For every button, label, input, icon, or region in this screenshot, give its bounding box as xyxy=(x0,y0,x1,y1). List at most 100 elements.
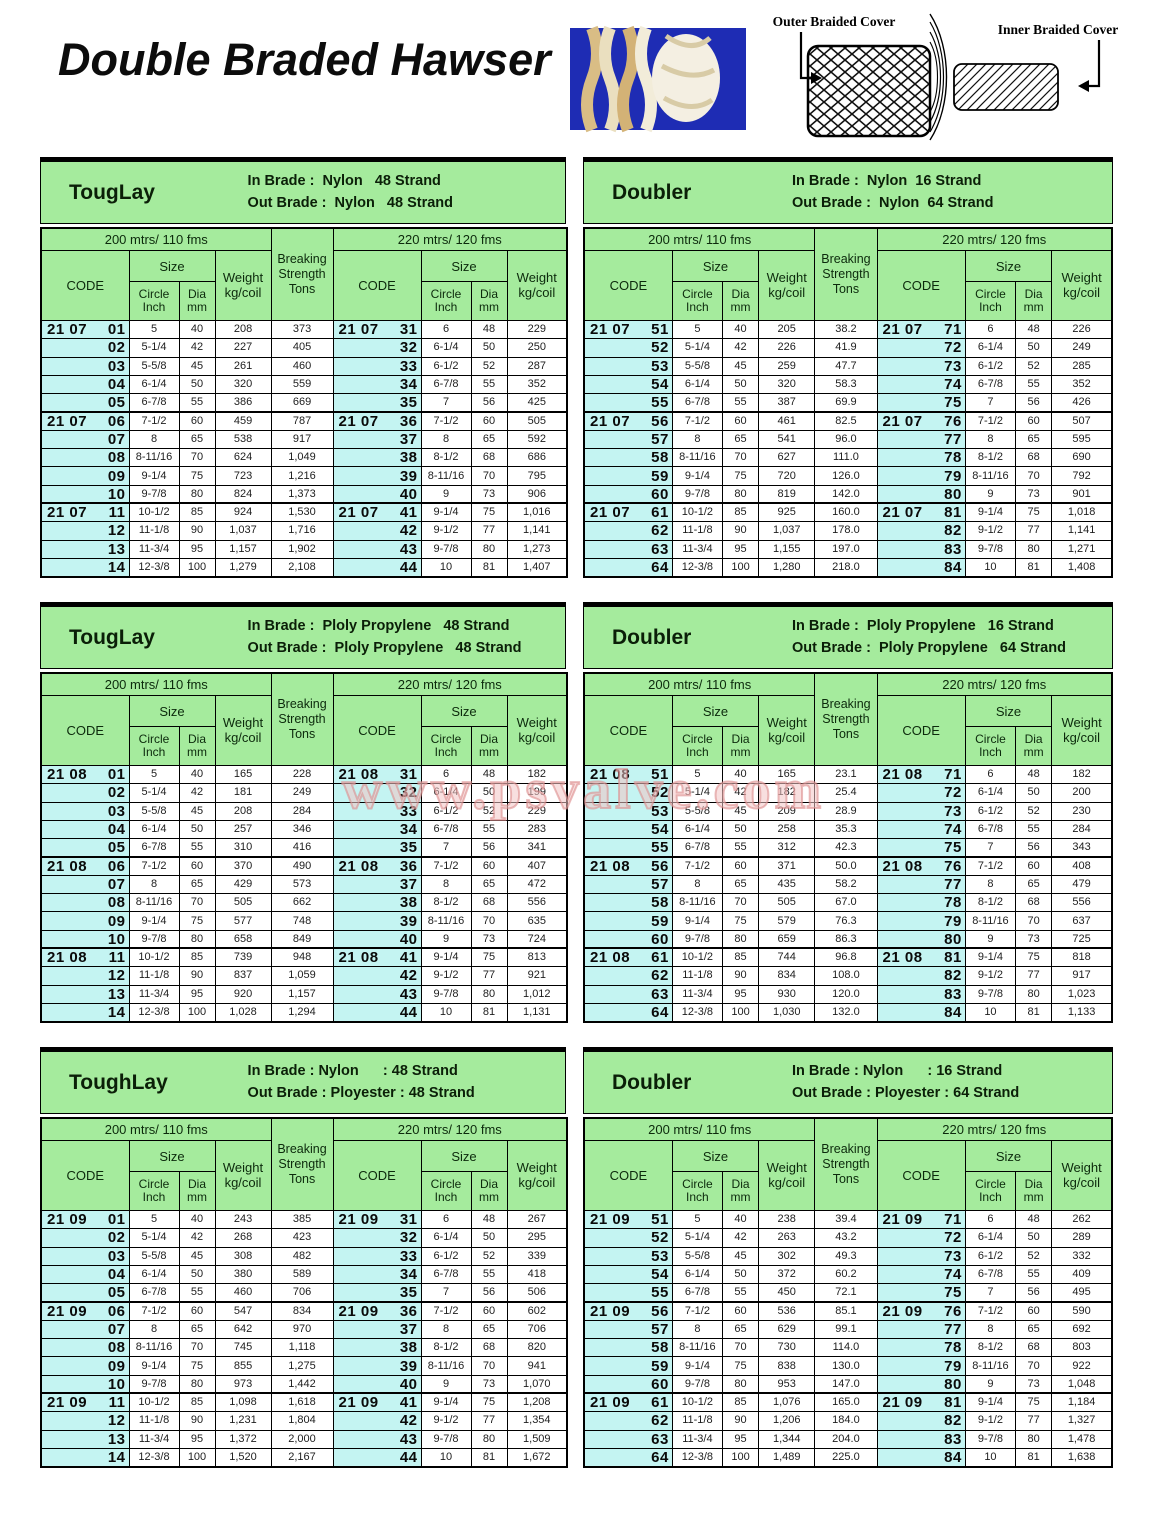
code-cell: 72 xyxy=(876,1228,966,1248)
dia-mm-cell: 73 xyxy=(1015,484,1053,504)
table-row: 58 8-11/16 70 730 114.0 78 8-1/2 68 803 xyxy=(583,1338,1113,1358)
circle-inch-cell: 8-11/16 xyxy=(128,893,180,913)
dia-mm-cell: 60 xyxy=(178,855,216,876)
circle-inch-cell: 6-1/4 xyxy=(420,1228,472,1248)
weight-cell: 820 xyxy=(506,1338,568,1358)
weight-cell: 901 xyxy=(1051,484,1113,504)
circle-inch-cell: 6-1/4 xyxy=(671,1264,723,1285)
code-suffix: 55 xyxy=(651,1284,669,1302)
dia-mm-cell: 40 xyxy=(178,764,216,785)
size-header: Size xyxy=(671,1140,760,1172)
weight-cell: 1,184 xyxy=(1051,1392,1113,1413)
dia-mm-cell: 95 xyxy=(178,984,216,1004)
breaking-strength-cell: 849 xyxy=(270,929,334,949)
table-row: 07 8 65 642 970 37 8 65 706 xyxy=(40,1319,568,1340)
weight-cell: 1,408 xyxy=(1051,557,1113,578)
circle-inch-cell: 9-7/8 xyxy=(420,1429,472,1449)
circle-inch-cell: 6 xyxy=(964,319,1017,340)
code-cell: 75 xyxy=(876,838,966,858)
code-cell: 04 xyxy=(40,1264,130,1285)
code-suffix: 12 xyxy=(107,1412,126,1430)
breaking-strength-header: Breaking Strength Tons xyxy=(270,1117,334,1211)
table-row: 62 11-1/8 90 1,037 178.0 82 9-1/2 77 1,141 xyxy=(583,521,1113,541)
code-cell: 10 xyxy=(40,1374,130,1394)
table-body: 21 08 51 5 40 165 23.1 21 08 71 6 48 182 52 5-1/4 42 1… xyxy=(583,764,1113,1023)
out-brade-line: Out Brade : Ploly Propylene 64 Strand xyxy=(792,639,1066,656)
code-cell: 72 xyxy=(876,338,966,358)
weight-header: Weight kg/coil xyxy=(758,1140,816,1211)
code-cell: 60 xyxy=(583,929,673,949)
circle-inch-cell: 6-1/2 xyxy=(420,356,472,376)
circle-inch-cell: 9-7/8 xyxy=(128,484,180,504)
code-suffix: 42 xyxy=(399,967,418,985)
circle-inch-cell: 6-7/8 xyxy=(420,374,472,395)
table-row: 52 5-1/4 42 182 25.4 72 6-1/4 50 200 xyxy=(583,783,1113,803)
code-suffix: 03 xyxy=(107,1247,126,1265)
circle-inch-cell: 5-5/8 xyxy=(128,356,180,376)
dia-mm-header: Dia mm xyxy=(1015,726,1053,766)
code-suffix: 08 xyxy=(107,1339,126,1357)
code-cell: 42 xyxy=(332,966,422,986)
table-row: 08 8-11/16 70 745 1,118 38 8-1/2 68 820 xyxy=(40,1338,568,1358)
weight-cell: 426 xyxy=(1051,393,1113,413)
circle-inch-cell: 6-1/2 xyxy=(964,1246,1017,1266)
weight-cell: 1,030 xyxy=(758,1002,816,1023)
code-prefix: 21 08 xyxy=(338,857,379,875)
code-suffix: 41 xyxy=(399,504,418,522)
code-cell: 43 xyxy=(332,1429,422,1449)
breaking-strength-cell: 1,442 xyxy=(270,1374,334,1394)
weight-cell: 460 xyxy=(214,1283,272,1303)
code-cell: 39 xyxy=(332,466,422,486)
dia-mm-cell: 50 xyxy=(178,374,216,395)
circle-inch-cell: 8-1/2 xyxy=(964,448,1017,468)
code-suffix: 33 xyxy=(399,802,418,820)
weight-cell: 637 xyxy=(1051,911,1113,931)
code-cell: 82 xyxy=(876,1411,966,1431)
code-suffix: 81 xyxy=(944,504,962,522)
code-suffix: 43 xyxy=(399,540,418,558)
code-header: CODE xyxy=(40,1140,130,1211)
circle-inch-cell: 10-1/2 xyxy=(671,1392,723,1413)
code-cell: 14 xyxy=(40,557,130,578)
weight-cell: 310 xyxy=(214,838,272,858)
weight-header: Weight kg/coil xyxy=(214,1140,272,1211)
code-suffix: 31 xyxy=(399,321,418,339)
dia-mm-header: Dia mm xyxy=(470,726,508,766)
code-suffix: 13 xyxy=(107,540,126,558)
code-cell: 21 07 11 xyxy=(40,502,130,523)
in-brade-line: In Brade : Nylon 48 Strand xyxy=(247,173,441,190)
dia-mm-header: Dia mm xyxy=(178,281,216,321)
table-row: 02 5-1/4 42 268 423 32 6-1/4 50 295 xyxy=(40,1228,568,1248)
breaking-strength-cell: 1,157 xyxy=(270,984,334,1004)
dia-mm-cell: 55 xyxy=(721,393,760,413)
code-suffix: 44 xyxy=(399,1448,418,1466)
code-suffix: 36 xyxy=(399,1302,418,1320)
code-cell: 07 xyxy=(40,874,130,895)
code-prefix: 21 09 xyxy=(47,1394,88,1412)
dia-mm-cell: 60 xyxy=(1015,855,1053,876)
code-suffix: 57 xyxy=(651,1320,669,1338)
weight-cell: 386 xyxy=(214,393,272,413)
code-suffix: 40 xyxy=(399,485,418,503)
braid-diagram xyxy=(806,13,1059,141)
dia-mm-cell: 42 xyxy=(721,783,760,803)
span-header-220: 220 mtrs/ 120 fms xyxy=(876,1117,1113,1141)
code-prefix: 21 07 xyxy=(882,412,923,430)
code-prefix: 21 07 xyxy=(882,321,923,339)
weight-cell: 243 xyxy=(214,1209,272,1230)
breaking-strength-cell: 559 xyxy=(270,374,334,395)
weight-cell: 261 xyxy=(214,356,272,376)
code-header: CODE xyxy=(332,250,422,321)
circle-inch-cell: 7 xyxy=(964,393,1017,413)
dia-mm-cell: 50 xyxy=(470,783,508,803)
dia-mm-cell: 75 xyxy=(1015,502,1053,523)
circle-inch-header: Circle Inch xyxy=(128,1171,180,1211)
weight-cell: 258 xyxy=(758,819,816,840)
circle-inch-cell: 9-1/4 xyxy=(420,947,472,968)
circle-inch-cell: 10 xyxy=(420,1447,472,1468)
code-suffix: 34 xyxy=(399,376,418,394)
code-suffix: 62 xyxy=(651,1412,669,1430)
inner-braided-cover-label: Inner Braided Cover xyxy=(998,22,1119,37)
weight-cell: 1,206 xyxy=(758,1411,816,1431)
code-suffix: 39 xyxy=(399,912,418,930)
